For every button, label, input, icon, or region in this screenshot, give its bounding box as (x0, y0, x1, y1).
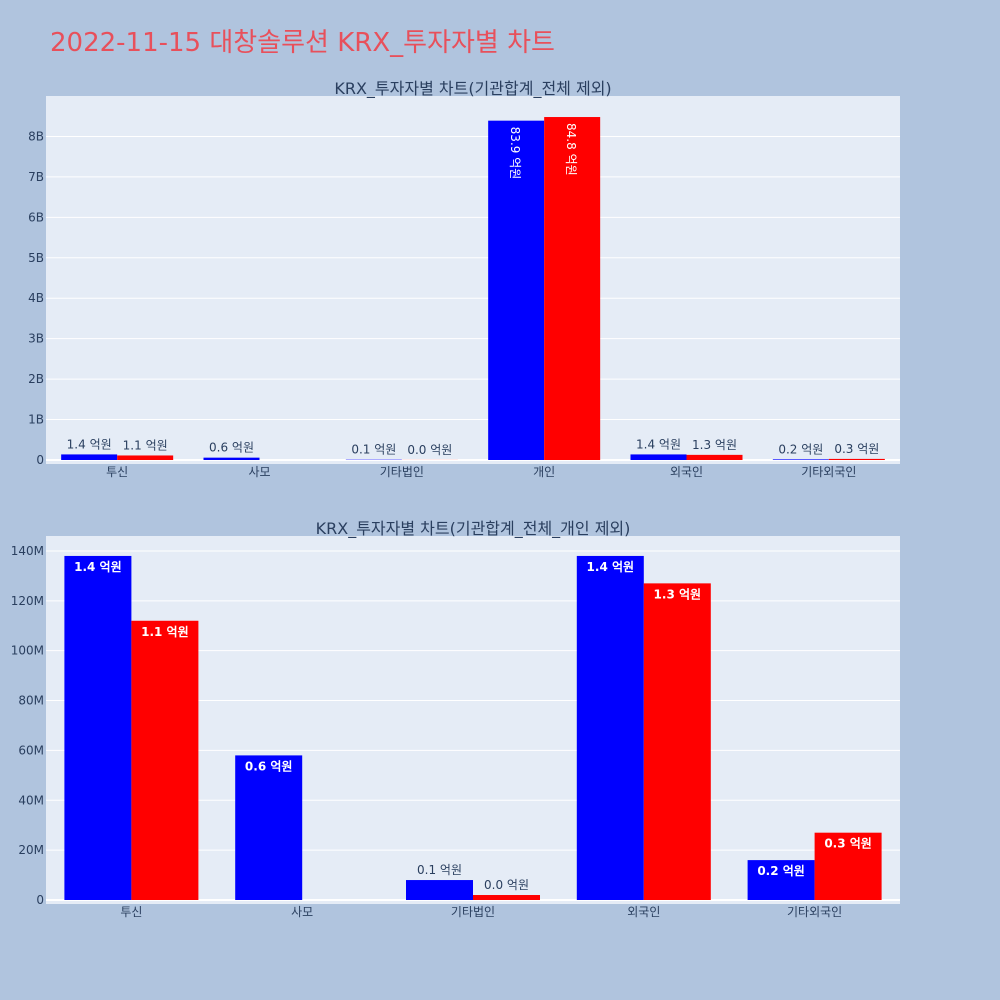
chart-all-investors: KRX_투자자별 차트(기관합계_전체 제외) 0 1B 2B 3B 4B 5B 6B 7B 8B… (28, 79, 900, 479)
bar-data-label: 0.2 억원 (757, 864, 805, 878)
bar-data-label: 1.4 억원 (67, 437, 112, 451)
x-tick-label: 사모 (248, 465, 270, 479)
x-tick-label: 투신 (106, 465, 128, 479)
chart-title: KRX_투자자별 차트(기관합계_전체_개인 제외) (316, 519, 631, 539)
x-tick-label: 기타외국인 (801, 465, 856, 479)
bar-series1 (747, 860, 815, 900)
y-tick-label: 60M (18, 743, 44, 757)
bar-series1 (772, 459, 829, 460)
y-tick-label: 40M (18, 793, 44, 807)
y-tick-label: 140M (11, 544, 44, 558)
y-tick-label: 2B (28, 372, 44, 386)
y-tick-label: 0 (36, 453, 44, 467)
chart-title: KRX_투자자별 차트(기관합계_전체 제외) (334, 79, 611, 99)
bar-series2 (828, 458, 885, 460)
page-title: 2022-11-15 대창솔루션 KRX_투자자별 차트 (50, 28, 555, 58)
bar-series2 (686, 454, 743, 460)
bar-series1 (64, 555, 132, 900)
y-tick-label: 0 (36, 893, 44, 907)
bar-data-label: 0.1 억원 (351, 443, 396, 457)
y-tick-label: 120M (11, 594, 44, 608)
y-tick-label: 80M (18, 694, 44, 708)
bar-series1 (576, 555, 644, 900)
bar-data-label: 0.6 억원 (245, 759, 293, 773)
bar-series1 (235, 755, 303, 900)
y-tick-label: 20M (18, 843, 44, 857)
y-tick-label: 7B (28, 170, 44, 184)
bar-data-label: 1.3 억원 (692, 438, 737, 452)
y-tick-label: 1B (28, 413, 44, 427)
bar-series2 (643, 583, 711, 900)
y-tick-label: 6B (28, 210, 44, 224)
x-tick-label: 개인 (533, 465, 555, 479)
bar-series1 (630, 454, 687, 460)
bar-data-label: 83.9 억원 (508, 127, 522, 180)
y-tick-label: 5B (28, 251, 44, 265)
x-tick-label: 사모 (291, 905, 313, 919)
bar-data-label: 0.3 억원 (834, 442, 879, 456)
bar-series2 (473, 895, 540, 900)
bar-series2 (814, 832, 882, 900)
bar-series1 (61, 454, 118, 460)
bar-data-label: 1.4 억원 (74, 560, 122, 574)
bar-data-label: 0.0 억원 (484, 878, 529, 892)
bar-data-label: 0.1 억원 (417, 863, 462, 877)
bar-data-label: 1.1 억원 (123, 438, 168, 452)
chart-excluding-individual: KRX_투자자별 차트(기관합계_전체_개인 제외) 0 20M 40M 60M 80M 1… (11, 519, 900, 919)
y-tick-label: 8B (28, 129, 44, 143)
bar-series1 (488, 120, 545, 460)
bar-data-label: 0.3 억원 (824, 837, 872, 851)
y-tick-label: 3B (28, 332, 44, 346)
bar-series2 (131, 620, 199, 900)
x-tick-label: 외국인 (627, 905, 660, 919)
bar-data-label: 1.3 억원 (654, 587, 702, 601)
bar-data-label: 0.6 억원 (209, 441, 254, 455)
bar-series1 (203, 457, 260, 460)
bar-data-label: 84.8 억원 (564, 123, 578, 176)
x-tick-label: 외국인 (670, 465, 703, 479)
bar-series1 (406, 880, 473, 900)
y-tick-label: 4B (28, 291, 44, 305)
plot-area (46, 96, 900, 464)
y-tick-label: 100M (11, 644, 44, 658)
bar-data-label: 1.1 억원 (141, 625, 189, 639)
bar-data-label: 0.0 억원 (407, 443, 452, 457)
bar-series2 (117, 455, 174, 460)
x-tick-label: 기타법인 (451, 905, 495, 919)
x-tick-label: 투신 (120, 905, 142, 919)
bar-data-label: 0.2 억원 (778, 442, 823, 456)
x-tick-label: 기타법인 (380, 465, 424, 479)
bar-data-label: 1.4 억원 (587, 560, 635, 574)
bar-series2 (544, 117, 601, 460)
bar-data-label: 1.4 억원 (636, 437, 681, 451)
x-tick-label: 기타외국인 (787, 905, 842, 919)
